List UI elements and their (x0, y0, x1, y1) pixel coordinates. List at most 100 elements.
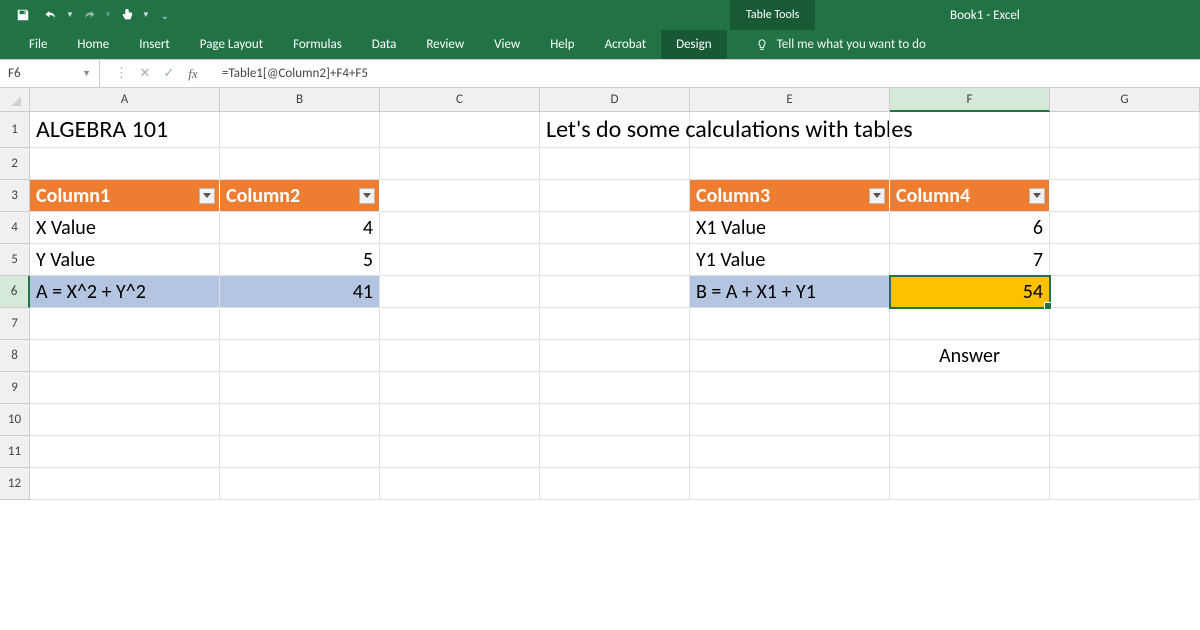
col-header-c[interactable]: C (380, 88, 540, 112)
row-header-10[interactable]: 10 (0, 404, 30, 436)
col-header-e[interactable]: E (690, 88, 890, 112)
cell-b11[interactable] (220, 436, 380, 468)
cell-b8[interactable] (220, 340, 380, 372)
cell-c11[interactable] (380, 436, 540, 468)
cell-e6[interactable]: B = A + X1 + Y1 (690, 276, 890, 308)
table2-header-column3[interactable]: Column3 (690, 180, 890, 212)
row-header-6[interactable]: 6 (0, 276, 30, 308)
cell-d6[interactable] (540, 276, 690, 308)
cell-b12[interactable] (220, 468, 380, 500)
cell-d9[interactable] (540, 372, 690, 404)
tab-acrobat[interactable]: Acrobat (590, 30, 662, 59)
cell-d8[interactable] (540, 340, 690, 372)
tab-insert[interactable]: Insert (124, 30, 185, 59)
cell-e1[interactable] (690, 112, 890, 148)
cell-e8[interactable] (690, 340, 890, 372)
cell-g10[interactable] (1050, 404, 1200, 436)
cell-c3[interactable] (380, 180, 540, 212)
cell-d3[interactable] (540, 180, 690, 212)
col-header-d[interactable]: D (540, 88, 690, 112)
cell-d4[interactable] (540, 212, 690, 244)
cell-g3[interactable] (1050, 180, 1200, 212)
row-header-11[interactable]: 11 (0, 436, 30, 468)
row-header-9[interactable]: 9 (0, 372, 30, 404)
cell-f6-active[interactable]: 54 (890, 276, 1050, 308)
cell-f1[interactable] (890, 112, 1050, 148)
cell-b7[interactable] (220, 308, 380, 340)
cell-f2[interactable] (890, 148, 1050, 180)
cell-g4[interactable] (1050, 212, 1200, 244)
cell-g8[interactable] (1050, 340, 1200, 372)
cell-c4[interactable] (380, 212, 540, 244)
cell-b5[interactable]: 5 (220, 244, 380, 276)
name-box[interactable]: F6 ▼ (0, 60, 100, 87)
cell-c7[interactable] (380, 308, 540, 340)
col-header-f[interactable]: F (890, 88, 1050, 112)
undo-icon[interactable] (38, 4, 64, 26)
tab-help[interactable]: Help (535, 30, 589, 59)
cell-g5[interactable] (1050, 244, 1200, 276)
cell-e11[interactable] (690, 436, 890, 468)
cell-f7[interactable] (890, 308, 1050, 340)
cell-b4[interactable]: 4 (220, 212, 380, 244)
fx-icon[interactable]: fx (184, 66, 202, 82)
cell-b10[interactable] (220, 404, 380, 436)
select-all-corner[interactable] (0, 88, 30, 112)
cell-a6[interactable]: A = X^2 + Y^2 (30, 276, 220, 308)
cell-d10[interactable] (540, 404, 690, 436)
cell-f4[interactable]: 6 (890, 212, 1050, 244)
cell-e5[interactable]: Y1 Value (690, 244, 890, 276)
cell-a7[interactable] (30, 308, 220, 340)
cell-f12[interactable] (890, 468, 1050, 500)
cell-a10[interactable] (30, 404, 220, 436)
row-header-2[interactable]: 2 (0, 148, 30, 180)
cell-d5[interactable] (540, 244, 690, 276)
cell-g12[interactable] (1050, 468, 1200, 500)
row-header-4[interactable]: 4 (0, 212, 30, 244)
formula-input[interactable]: =Table1[@Column2]+F4+F5 (214, 66, 1200, 81)
cell-f8[interactable]: Answer (890, 340, 1050, 372)
col-header-a[interactable]: A (30, 88, 220, 112)
cell-c10[interactable] (380, 404, 540, 436)
cell-g6[interactable] (1050, 276, 1200, 308)
cell-a2[interactable] (30, 148, 220, 180)
tab-view[interactable]: View (479, 30, 535, 59)
table1-header-column2[interactable]: Column2 (220, 180, 380, 212)
cell-f10[interactable] (890, 404, 1050, 436)
cell-g11[interactable] (1050, 436, 1200, 468)
cell-g2[interactable] (1050, 148, 1200, 180)
cell-b9[interactable] (220, 372, 380, 404)
cell-e12[interactable] (690, 468, 890, 500)
table1-header-column1[interactable]: Column1 (30, 180, 220, 212)
cell-a8[interactable] (30, 340, 220, 372)
cell-e2[interactable] (690, 148, 890, 180)
cell-b6[interactable]: 41 (220, 276, 380, 308)
tab-home[interactable]: Home (62, 30, 124, 59)
cell-f11[interactable] (890, 436, 1050, 468)
cell-c1[interactable] (380, 112, 540, 148)
cell-e7[interactable] (690, 308, 890, 340)
row-header-8[interactable]: 8 (0, 340, 30, 372)
cell-b2[interactable] (220, 148, 380, 180)
touch-mode-icon[interactable] (114, 4, 140, 26)
redo-icon[interactable] (76, 4, 102, 26)
filter-icon[interactable] (1029, 188, 1045, 204)
row-header-12[interactable]: 12 (0, 468, 30, 500)
cancel-icon[interactable]: ✕ (136, 66, 154, 81)
enter-icon[interactable]: ✓ (160, 66, 178, 81)
save-icon[interactable] (10, 4, 36, 26)
cell-c8[interactable] (380, 340, 540, 372)
cell-a5[interactable]: Y Value (30, 244, 220, 276)
row-header-7[interactable]: 7 (0, 308, 30, 340)
tab-page-layout[interactable]: Page Layout (185, 30, 278, 59)
cell-e4[interactable]: X1 Value (690, 212, 890, 244)
cell-f9[interactable] (890, 372, 1050, 404)
filter-icon[interactable] (199, 188, 215, 204)
cell-c2[interactable] (380, 148, 540, 180)
cell-g7[interactable] (1050, 308, 1200, 340)
cell-d2[interactable] (540, 148, 690, 180)
row-header-1[interactable]: 1 (0, 112, 30, 148)
table2-header-column4[interactable]: Column4 (890, 180, 1050, 212)
cell-c9[interactable] (380, 372, 540, 404)
cell-a4[interactable]: X Value (30, 212, 220, 244)
